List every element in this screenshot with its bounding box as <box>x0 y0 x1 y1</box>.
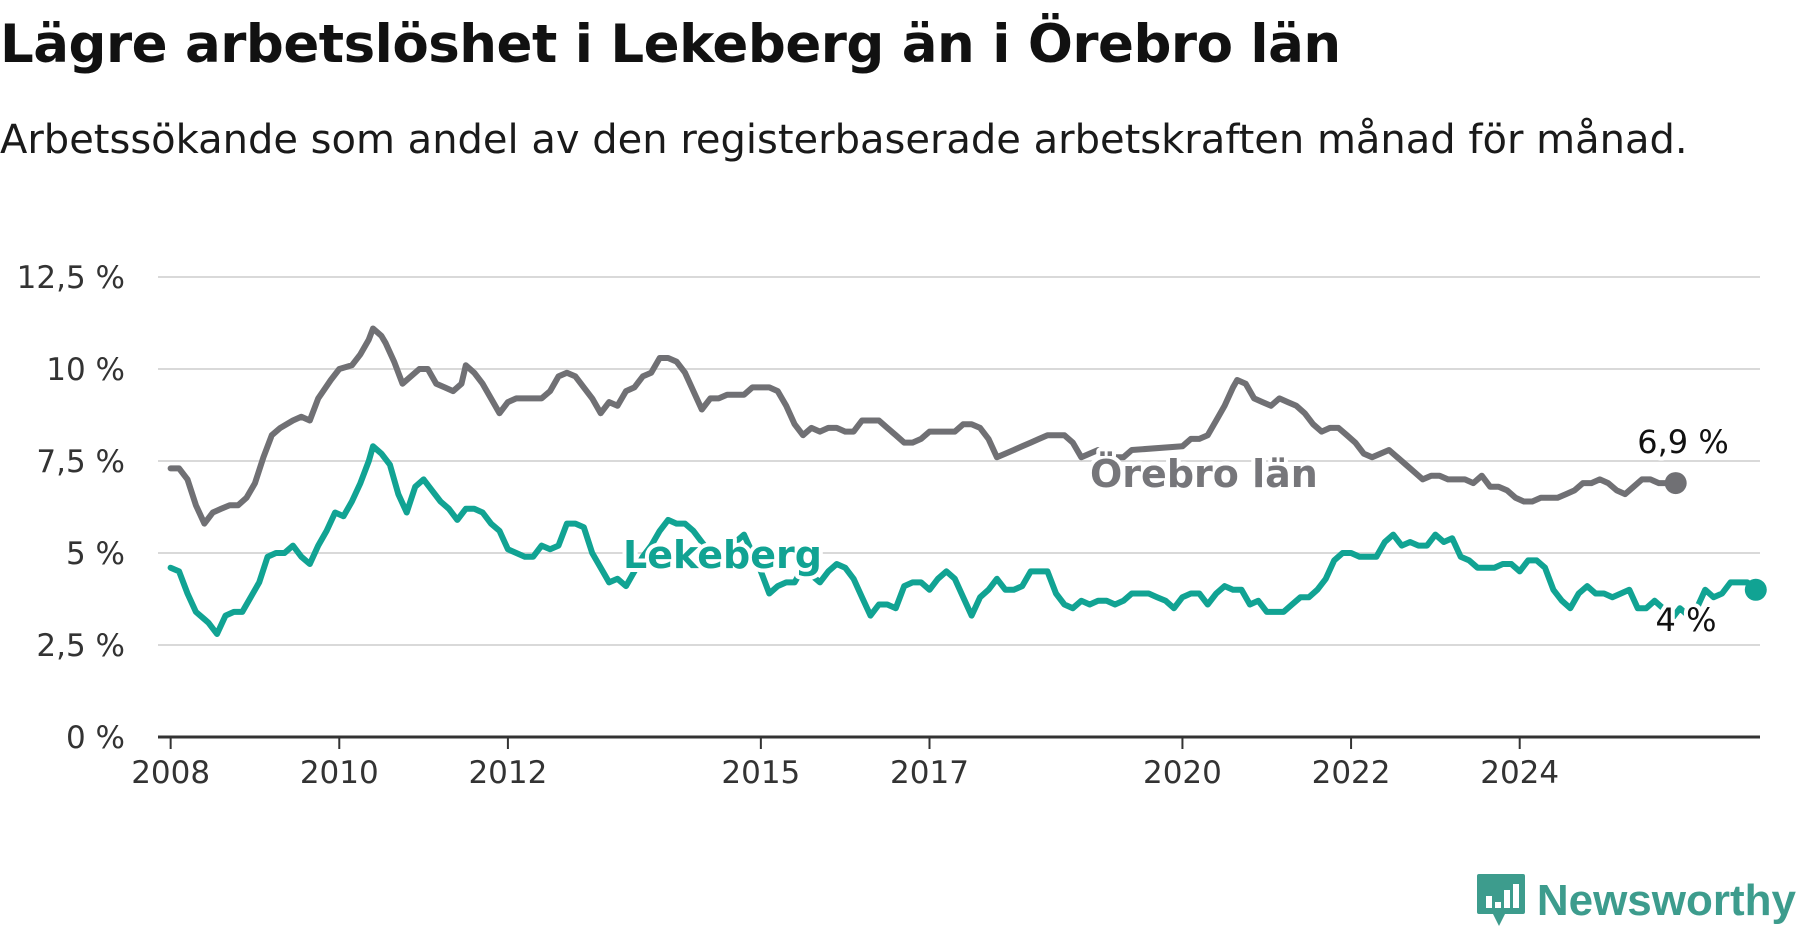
x-tick-label: 2008 <box>131 755 210 791</box>
x-tick-label: 2024 <box>1480 755 1559 791</box>
end-value-orebro: 6,9 % <box>1637 423 1728 461</box>
series-line-orebro <box>167 325 1679 527</box>
y-tick-label: 0 % <box>66 720 125 756</box>
y-tick-label: 5 % <box>66 536 125 572</box>
y-tick-label: 12,5 % <box>17 260 125 296</box>
series-line-lekeberg <box>167 443 1759 637</box>
x-tick-label: 2017 <box>890 755 969 791</box>
x-axis: 2008 2010 2012 2015 2017 2020 2022 2024 <box>131 735 1760 791</box>
series-lines <box>167 325 1767 637</box>
end-value-lekeberg: 4 % <box>1656 601 1717 639</box>
y-axis-ticks: 0 % 2,5 % 5 % 7,5 % 10 % 12,5 % <box>17 260 125 756</box>
series-label-lekeberg: Lekeberg <box>623 533 822 577</box>
chart-subtitle: Arbetssökande som andel av den registerb… <box>0 117 1688 163</box>
series-label-orebro: Örebro län <box>1090 452 1318 496</box>
chart-title: Lägre arbetslöshet i Lekeberg än i Örebr… <box>0 14 1341 75</box>
series-labels: Örebro län Lekeberg 6,9 % 4 % <box>619 419 1733 643</box>
y-tick-label: 2,5 % <box>36 628 125 664</box>
y-tick-label: 10 % <box>46 352 125 388</box>
x-tick-label: 2012 <box>468 755 547 791</box>
end-point-orebro <box>1664 472 1687 495</box>
newsworthy-logo-icon <box>1476 874 1525 926</box>
x-tick-label: 2010 <box>300 755 379 791</box>
newsworthy-brand[interactable]: Newsworthy <box>1475 872 1796 930</box>
x-tick-label: 2015 <box>721 755 800 791</box>
end-point-lekeberg <box>1744 578 1767 601</box>
x-tick-label: 2022 <box>1312 755 1391 791</box>
y-tick-label: 7,5 % <box>36 444 125 480</box>
brand-name: Newsworthy <box>1536 876 1796 925</box>
x-tick-label: 2020 <box>1143 755 1222 791</box>
